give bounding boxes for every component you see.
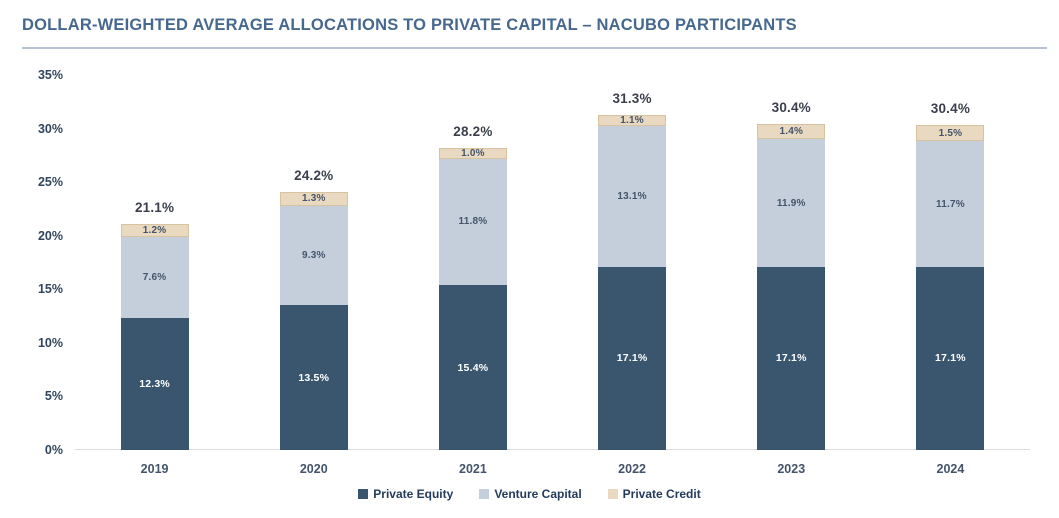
legend-swatch-icon [358, 489, 369, 499]
legend-label: Venture Capital [494, 487, 582, 501]
bar-segment-private-credit-2019: 1.2% [120, 223, 189, 237]
x-axis-tick-label: 2023 [777, 462, 806, 476]
y-axis-tick-label: 35% [37, 68, 63, 82]
bar-segment-venture-capital-2024: 11.7% [916, 141, 985, 267]
legend-item-private-credit: Private Credit [607, 487, 701, 501]
bar-segment-private-credit-2024: 1.5% [916, 125, 985, 142]
segment-value-label: 13.5% [298, 371, 330, 384]
bar-segment-venture-capital-2020: 9.3% [279, 205, 348, 306]
bar-total-label: 24.2% [294, 167, 334, 183]
segment-value-label: 13.1% [617, 191, 647, 203]
segment-value-label: 1.3% [301, 193, 326, 205]
bar-segment-private-equity-2019: 12.3% [120, 318, 189, 450]
segment-value-label: 11.7% [936, 198, 965, 210]
bar-segment-private-credit-2023: 1.4% [757, 124, 826, 140]
segment-value-label: 11.8% [458, 216, 488, 228]
segment-value-label: 12.3% [139, 378, 170, 391]
bar-segment-venture-capital-2021: 11.8% [438, 158, 507, 285]
segment-value-label: 15.4% [457, 361, 489, 374]
segment-value-label: 17.1% [616, 352, 648, 365]
bar-segment-venture-capital-2022: 13.1% [598, 126, 667, 267]
segment-value-label: 7.6% [142, 272, 167, 283]
segment-value-label: 17.1% [775, 352, 807, 365]
bar-total-label: 31.3% [612, 90, 652, 106]
x-axis-tick-label: 2024 [936, 462, 965, 476]
bar-total-label: 21.1% [134, 199, 175, 215]
bar-total-label: 30.4% [930, 101, 971, 117]
segment-value-label: 11.9% [776, 197, 806, 209]
y-axis-tick-label: 0% [44, 443, 63, 457]
bar-total-label: 30.4% [771, 100, 811, 116]
y-axis-tick-label: 25% [37, 175, 63, 190]
legend-swatch-icon [607, 489, 618, 499]
segment-value-label: 17.1% [935, 352, 966, 365]
y-axis-tick-label: 5% [44, 389, 63, 404]
bar-segment-private-equity-2024: 17.1% [916, 266, 985, 450]
segment-value-label: 1.5% [938, 127, 963, 139]
bar-segment-private-equity-2021: 15.4% [438, 285, 507, 450]
bar-total-label: 28.2% [453, 123, 493, 139]
y-axis: 0% 5% 10% 15% 20% 25% 30% 35% [0, 68, 63, 457]
segment-value-label: 1.2% [142, 224, 167, 236]
bar-segment-venture-capital-2019: 7.6% [120, 236, 189, 319]
bar-segment-private-equity-2023: 17.1% [757, 266, 826, 450]
segment-value-label: 1.1% [620, 115, 644, 127]
bar-segment-private-credit-2020: 1.3% [279, 191, 348, 206]
legend-item-private-equity: Private Equity [358, 487, 453, 501]
legend-item-venture-capital: Venture Capital [479, 487, 582, 501]
y-axis-tick-label: 20% [37, 228, 63, 243]
plot-area: 12.3% 7.6% 1.2% 21.1% 2019 13.5% 9.3% 1.3% 24.2%… [75, 75, 1030, 476]
bar-segment-private-credit-2022: 1.1% [598, 114, 667, 127]
y-axis-tick-label: 30% [37, 121, 63, 136]
bar-segment-venture-capital-2023: 11.9% [757, 139, 826, 267]
y-axis-tick-label: 15% [37, 282, 63, 297]
x-axis-tick-label: 2021 [459, 462, 487, 476]
chart-header: DOLLAR-WEIGHTED AVERAGE ALLOCATIONS TO P… [22, 16, 1047, 49]
legend: Private Equity Venture Capital Private Cre… [0, 487, 1059, 501]
legend-swatch-icon [479, 489, 490, 499]
y-axis-tick-label: 10% [37, 335, 63, 350]
x-axis-line [75, 449, 1030, 450]
legend-label: Private Credit [622, 487, 701, 501]
segment-value-label: 1.4% [779, 126, 804, 138]
segment-value-label: 1.0% [461, 147, 485, 159]
segment-value-label: 9.3% [301, 250, 326, 262]
x-axis-tick-label: 2019 [140, 462, 169, 476]
legend-label: Private Equity [373, 487, 454, 501]
bar-segment-private-credit-2021: 1.0% [438, 147, 507, 159]
bar-segment-private-equity-2022: 17.1% [598, 266, 667, 450]
page-title: DOLLAR-WEIGHTED AVERAGE ALLOCATIONS TO P… [22, 16, 797, 34]
x-axis-tick-label: 2022 [618, 462, 646, 476]
x-axis-tick-label: 2020 [299, 462, 328, 476]
bar-segment-private-equity-2020: 13.5% [279, 305, 348, 450]
